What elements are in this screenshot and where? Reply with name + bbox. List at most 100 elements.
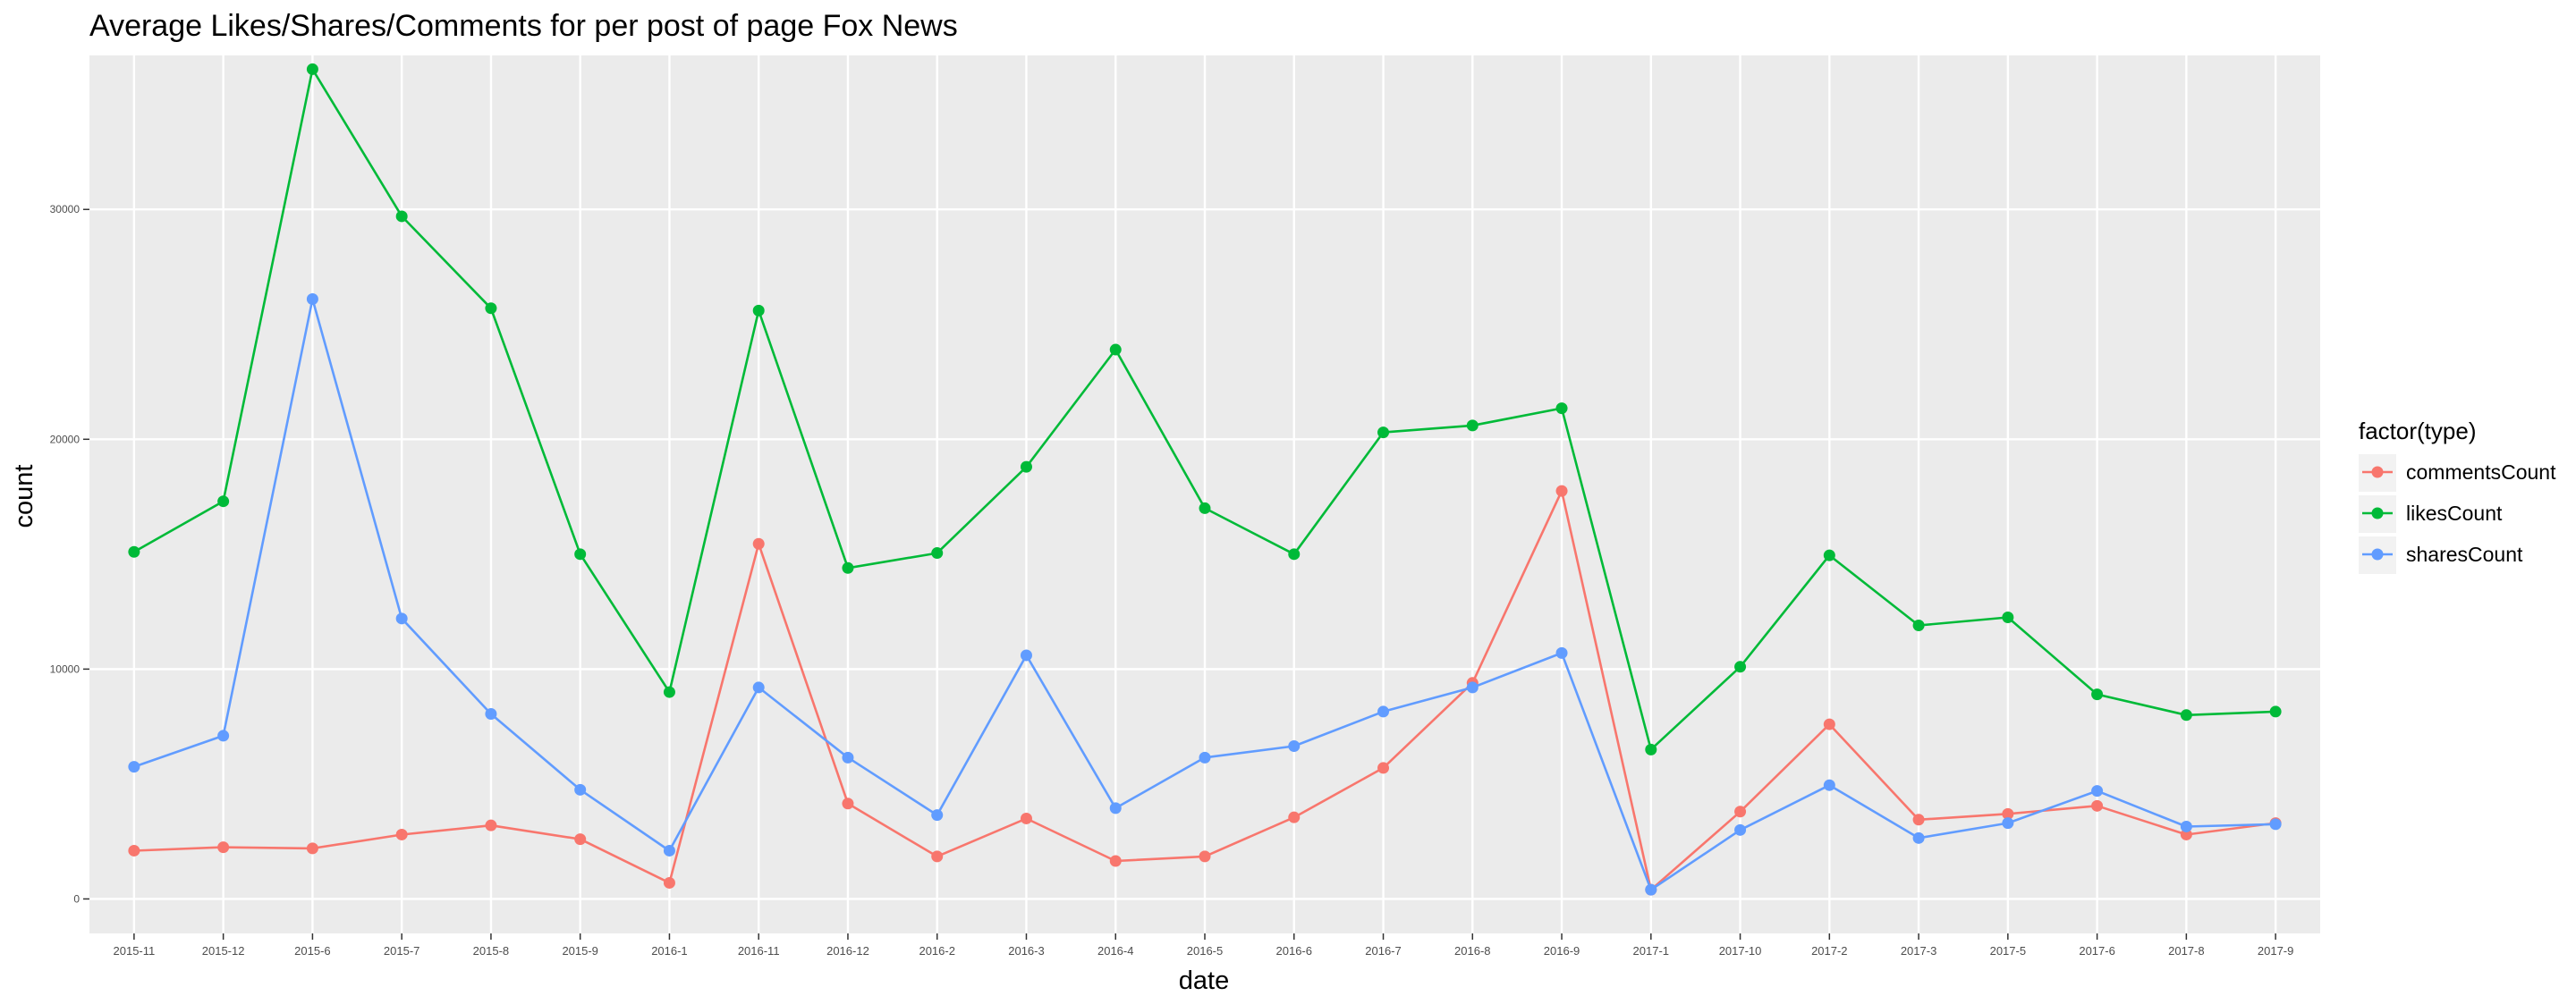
data-point xyxy=(1555,402,1568,415)
legend-label: likesCount xyxy=(2406,502,2503,525)
data-point xyxy=(1109,343,1122,356)
x-tick-label: 2016-12 xyxy=(826,944,869,958)
legend-key-point xyxy=(2371,466,2384,478)
data-point xyxy=(1020,812,1032,824)
data-point xyxy=(217,730,230,742)
y-tick-label: 20000 xyxy=(50,433,80,445)
x-tick-label: 2017-3 xyxy=(1901,944,1936,958)
data-point xyxy=(1912,814,1925,826)
data-point xyxy=(485,708,497,720)
data-point xyxy=(485,819,497,831)
data-point xyxy=(1823,779,1835,791)
x-tick-label: 2016-3 xyxy=(1008,944,1044,958)
x-tick-label: 2017-2 xyxy=(1811,944,1847,958)
x-axis-title: date xyxy=(1179,966,1229,995)
legend-key-point xyxy=(2371,507,2384,519)
data-point xyxy=(2002,817,2014,830)
data-point xyxy=(1109,855,1122,867)
data-point xyxy=(1377,705,1390,718)
data-point xyxy=(1734,661,1747,673)
y-axis: 0 10000 20000 30000 xyxy=(50,203,89,905)
data-point xyxy=(574,783,587,796)
data-point xyxy=(931,809,944,822)
data-point xyxy=(1466,419,1479,432)
data-point xyxy=(128,545,140,558)
y-tick-label: 30000 xyxy=(50,203,80,215)
data-point xyxy=(2091,799,2104,812)
series-likesCount xyxy=(128,63,2282,755)
data-point xyxy=(574,833,587,846)
data-point xyxy=(752,304,765,317)
x-tick-label: 2016-9 xyxy=(1544,944,1580,958)
x-tick-label: 2016-5 xyxy=(1187,944,1223,958)
x-tick-label: 2016-6 xyxy=(1276,944,1312,958)
data-point xyxy=(1288,811,1301,823)
legend-label: commentsCount xyxy=(2406,460,2556,484)
series-layer xyxy=(128,63,2282,896)
data-point xyxy=(752,537,765,550)
x-tick-label: 2016-1 xyxy=(651,944,687,958)
data-point xyxy=(663,686,675,698)
x-tick-label: 2016-2 xyxy=(919,944,954,958)
data-point xyxy=(1645,883,1657,896)
x-tick-label: 2016-11 xyxy=(738,944,780,958)
data-point xyxy=(2180,709,2192,722)
legend-key-likesCount xyxy=(2359,495,2396,533)
x-tick-label: 2017-6 xyxy=(2079,944,2114,958)
data-point xyxy=(1912,831,1925,844)
x-tick-label: 2017-9 xyxy=(2258,944,2293,958)
legend: factor(type) commentsCount likesCount shar… xyxy=(2359,418,2556,574)
x-tick-label: 2017-8 xyxy=(2168,944,2204,958)
data-point xyxy=(2091,785,2104,798)
x-tick-label: 2015-12 xyxy=(202,944,245,958)
series-sharesCount xyxy=(128,292,2282,896)
x-tick-label: 2015-9 xyxy=(562,944,597,958)
legend-key-sharesCount xyxy=(2359,536,2396,574)
data-point xyxy=(395,210,408,223)
data-point xyxy=(1912,620,1925,632)
data-point xyxy=(1288,548,1301,561)
x-tick-label: 2017-10 xyxy=(1719,944,1762,958)
data-point xyxy=(2002,612,2014,624)
x-tick-label: 2015-8 xyxy=(473,944,509,958)
data-point xyxy=(1199,751,1211,764)
data-point xyxy=(752,681,765,694)
data-point xyxy=(2002,807,2014,820)
data-point xyxy=(1734,806,1747,818)
x-tick-label: 2017-1 xyxy=(1633,944,1669,958)
data-point xyxy=(1199,850,1211,863)
data-point xyxy=(2269,705,2282,718)
data-point xyxy=(1020,649,1032,662)
data-point xyxy=(1020,460,1032,473)
x-tick-label: 2016-7 xyxy=(1365,944,1401,958)
data-point xyxy=(217,495,230,508)
data-point xyxy=(931,547,944,560)
data-point xyxy=(1555,485,1568,497)
data-point xyxy=(306,63,318,75)
data-point xyxy=(485,302,497,315)
data-point xyxy=(1377,426,1390,439)
x-tick-label: 2016-4 xyxy=(1097,944,1133,958)
data-point xyxy=(1377,762,1390,774)
data-point xyxy=(1823,718,1835,730)
data-point xyxy=(2269,818,2282,831)
legend-title: factor(type) xyxy=(2359,418,2477,444)
data-point xyxy=(2180,820,2192,832)
data-point xyxy=(395,828,408,840)
data-point xyxy=(574,548,587,561)
legend-key-point xyxy=(2371,548,2384,561)
y-axis-title: count xyxy=(10,465,38,528)
data-point xyxy=(395,612,408,625)
data-point xyxy=(663,844,675,857)
x-tick-label: 2017-5 xyxy=(1990,944,2026,958)
x-tick-label: 2016-8 xyxy=(1454,944,1490,958)
data-point xyxy=(842,798,854,810)
chart-title: Average Likes/Shares/Comments for per po… xyxy=(89,9,958,43)
data-point xyxy=(306,842,318,855)
x-tick-label: 2015-6 xyxy=(294,944,330,958)
data-point xyxy=(1734,823,1747,836)
data-point xyxy=(1109,802,1122,815)
data-point xyxy=(1466,681,1479,694)
y-tick-label: 10000 xyxy=(50,663,80,675)
